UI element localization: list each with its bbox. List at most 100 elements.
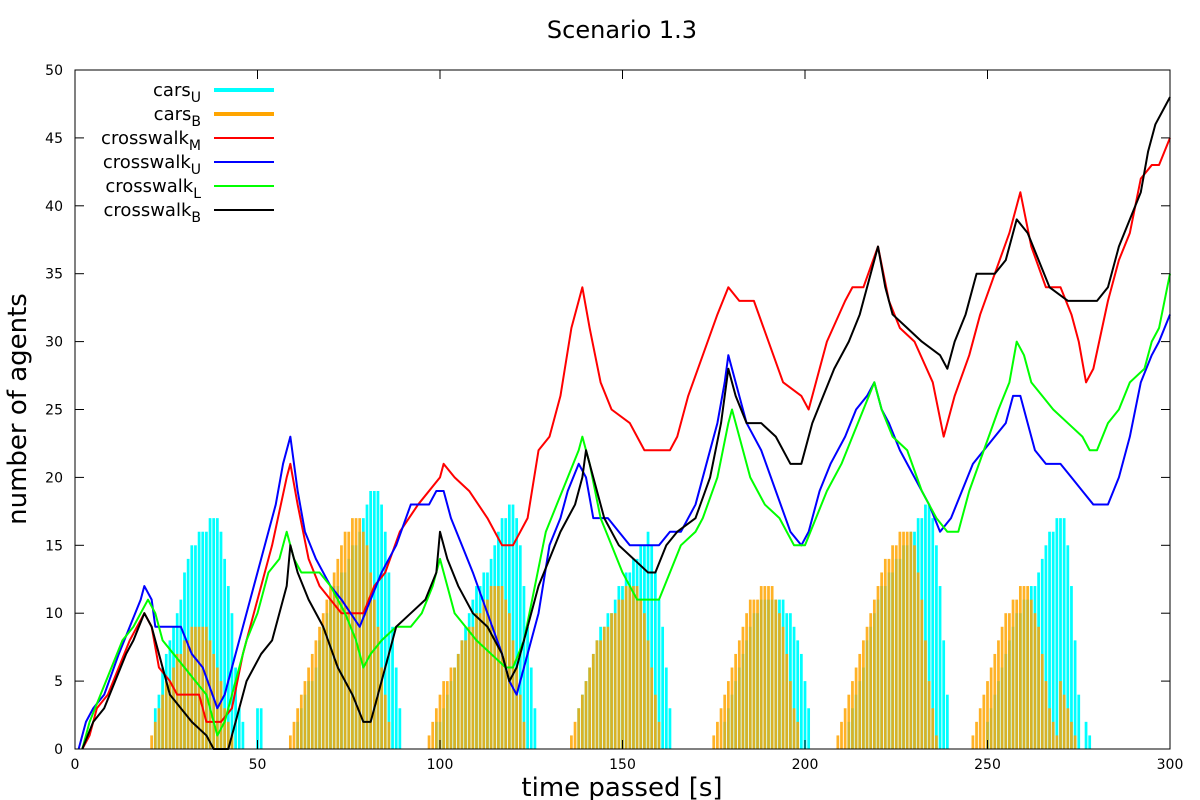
bar (719, 708, 723, 749)
bar (759, 586, 763, 749)
bar (464, 640, 467, 749)
bar (1048, 708, 1051, 749)
bar (1062, 694, 1066, 749)
bar (599, 640, 602, 749)
bar (497, 586, 500, 749)
line-crosswalk-L (81, 273, 1171, 750)
bar (1055, 518, 1059, 749)
bar (489, 586, 493, 749)
bar (1073, 640, 1077, 749)
bar (223, 558, 227, 749)
bar (632, 586, 635, 749)
bar (518, 694, 522, 749)
bar (310, 653, 314, 749)
bar (748, 599, 752, 749)
bar (1000, 626, 1004, 749)
y-tick-label: 0 (54, 742, 63, 758)
bar (621, 599, 624, 749)
bar (1044, 681, 1048, 749)
bar (332, 572, 336, 749)
chart-title: Scenario 1.3 (547, 16, 697, 44)
bar (716, 721, 719, 749)
x-axis-title: time passed [s] (521, 773, 722, 800)
legend-label: crosswalkB (104, 200, 201, 226)
bar (898, 531, 902, 749)
bar (376, 626, 380, 749)
bar (872, 599, 876, 749)
bar (296, 708, 300, 749)
bar (361, 531, 365, 749)
bar (201, 626, 205, 749)
bar (478, 613, 482, 749)
bar (883, 558, 887, 749)
bar (230, 613, 234, 749)
bar (208, 518, 212, 749)
bar (869, 613, 873, 749)
bar (511, 504, 515, 749)
bar (789, 681, 792, 749)
bar (986, 681, 989, 749)
bar (931, 518, 935, 749)
bar (854, 667, 858, 749)
bar (1022, 586, 1026, 749)
bar (931, 708, 935, 749)
bar (172, 667, 175, 749)
bar (781, 626, 785, 749)
legend-label: carsB (154, 104, 201, 130)
bar (394, 667, 398, 749)
bar (321, 613, 325, 749)
bar (372, 599, 376, 749)
bar (650, 667, 654, 749)
bar (661, 626, 665, 749)
bar (161, 694, 164, 749)
y-axis-title: number of agents (3, 293, 33, 525)
bar (924, 504, 927, 749)
bar (573, 721, 577, 749)
bar (653, 572, 657, 749)
bar (365, 545, 369, 749)
bar (610, 613, 613, 749)
bar (387, 721, 391, 749)
bar (617, 599, 621, 749)
bar (212, 653, 216, 749)
legend-label: crosswalkL (105, 176, 201, 202)
legend-label: carsU (153, 80, 201, 106)
bar (1026, 586, 1030, 749)
axes-layer: 0 50 100 150 200 250 300 0 5 10 15 20 25 30 35 40 45 50 (45, 63, 1183, 773)
bar (219, 681, 223, 749)
bar (288, 735, 292, 749)
bar (840, 721, 843, 749)
bar (1008, 613, 1011, 749)
bar (712, 735, 716, 749)
bar (197, 626, 201, 749)
bar (927, 681, 931, 749)
bar (194, 626, 197, 749)
bar (591, 653, 595, 749)
bar (774, 599, 778, 749)
bar (982, 694, 986, 749)
x-tick-label: 100 (427, 757, 454, 773)
bar (1051, 721, 1055, 749)
bar (358, 518, 362, 749)
bar (792, 708, 796, 749)
bar (971, 735, 975, 749)
bar (369, 572, 373, 749)
bar (792, 626, 796, 749)
bar (978, 708, 982, 749)
bar (767, 586, 770, 749)
bar (730, 667, 734, 749)
bar (226, 586, 230, 749)
x-tick-label: 50 (249, 757, 267, 773)
bar (515, 667, 519, 749)
bar (325, 599, 329, 749)
bar (212, 518, 216, 749)
bar (237, 708, 241, 749)
bar (1044, 545, 1048, 749)
bar (745, 613, 748, 749)
legend: carsUcarsBcrosswalkMcrosswalkUcrosswalkL… (101, 80, 274, 226)
y-tick-label: 25 (45, 403, 63, 419)
y-tick-label: 50 (45, 63, 63, 79)
bar (168, 681, 172, 749)
bar (380, 504, 383, 749)
